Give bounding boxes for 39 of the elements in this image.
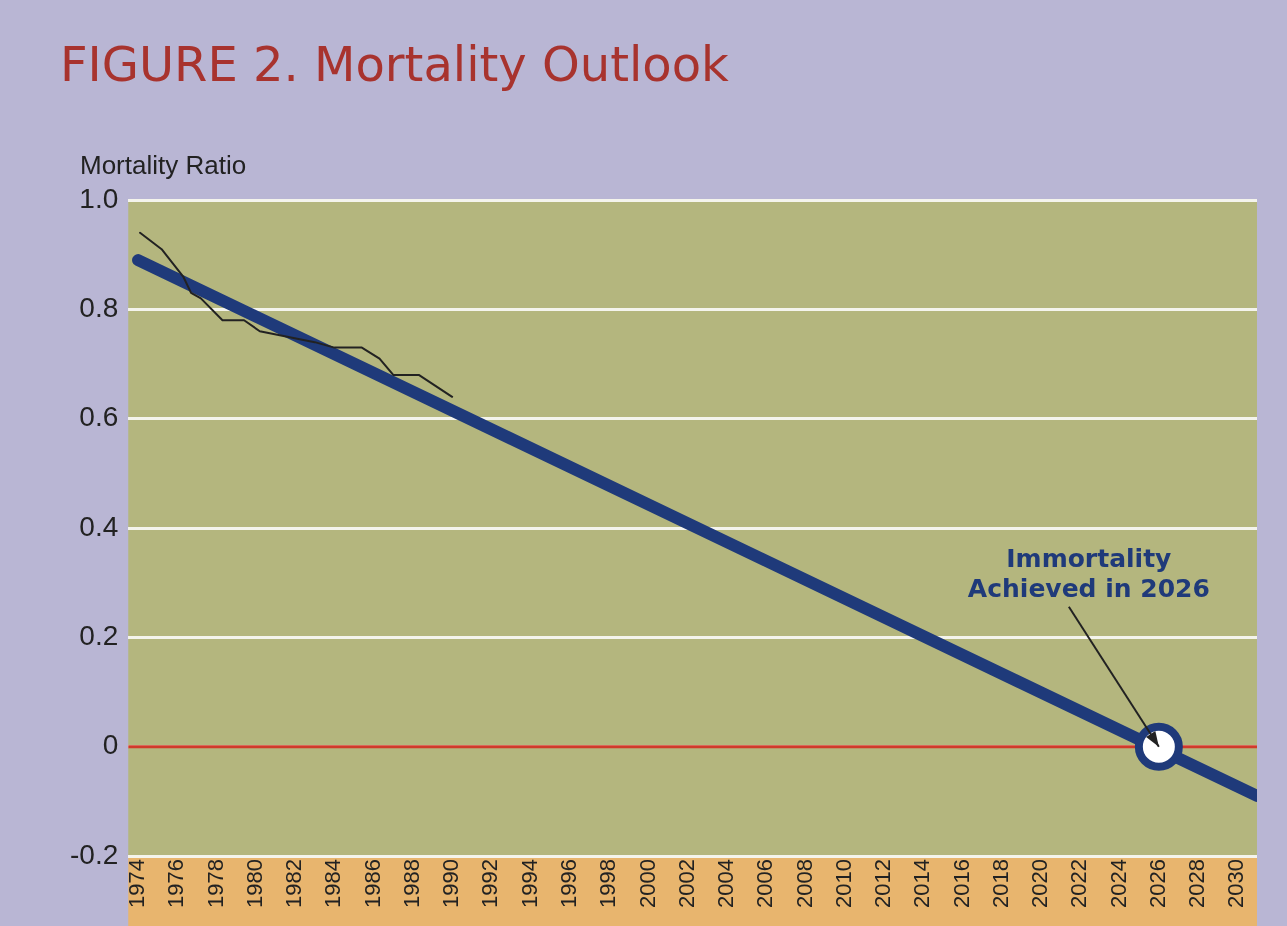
x-tick-label: 2026 xyxy=(1144,859,1170,909)
x-tick-label: 1976 xyxy=(163,859,189,909)
x-tick-label: 2004 xyxy=(713,859,739,909)
x-tick-label: 1974 xyxy=(124,859,150,909)
x-tick-label: 1992 xyxy=(477,859,503,909)
x-tick-label: 1978 xyxy=(202,859,228,909)
x-tick-label: 1996 xyxy=(556,859,581,909)
x-tick-label: 1980 xyxy=(241,859,267,909)
x-tick-label: 2020 xyxy=(1027,859,1053,909)
y-tick-label: 0.8 xyxy=(79,292,119,324)
x-tick-label: 1984 xyxy=(320,859,346,909)
annotation: Immortality Achieved in 2026 xyxy=(967,543,1210,603)
x-tick-label: 2008 xyxy=(791,859,817,909)
x-tick-label: 2024 xyxy=(1105,859,1131,909)
x-tick-label: 1982 xyxy=(281,859,307,909)
x-tick-label: 1986 xyxy=(359,859,385,909)
x-tick-label: 1994 xyxy=(516,859,542,909)
x-tick-label: 2014 xyxy=(909,859,935,909)
x-tick-label: 2028 xyxy=(1184,859,1210,909)
x-tick-label: 2030 xyxy=(1223,859,1249,909)
x-tick-label: 1990 xyxy=(438,859,464,909)
y-tick-label: 0.6 xyxy=(79,401,119,433)
x-tick-label: 2010 xyxy=(830,859,856,909)
x-tick-label: 2000 xyxy=(634,859,660,909)
x-tick-label: 2002 xyxy=(673,859,699,909)
y-tick-label: -0.2 xyxy=(70,838,119,870)
y-tick-label: 0 xyxy=(102,729,119,761)
x-tick-label: 2016 xyxy=(948,859,974,909)
y-tick-label: 1.0 xyxy=(79,182,119,214)
x-tick-label: 1998 xyxy=(595,859,621,909)
chart-title: FIGURE 2. Mortality Outlook xyxy=(60,36,729,92)
y-tick-label: 0.2 xyxy=(79,620,119,652)
x-tick-label: 1988 xyxy=(398,859,424,909)
x-tick-label: 2022 xyxy=(1066,859,1092,909)
x-tick-label: 2018 xyxy=(987,859,1013,909)
y-tick-label: 0.4 xyxy=(79,510,119,542)
x-tick-label: 2012 xyxy=(870,859,896,909)
x-tick-label: 2006 xyxy=(752,859,778,909)
y-axis-title: Mortality Ratio xyxy=(80,150,247,181)
